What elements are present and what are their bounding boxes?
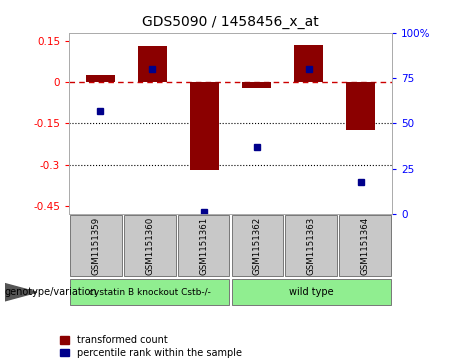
Bar <box>339 216 391 277</box>
Text: GSM1151359: GSM1151359 <box>92 217 100 275</box>
Polygon shape <box>5 284 37 301</box>
Text: GSM1151360: GSM1151360 <box>145 217 154 275</box>
Text: GSM1151362: GSM1151362 <box>253 217 262 275</box>
Bar <box>190 82 219 170</box>
Text: GSM1151364: GSM1151364 <box>361 217 369 275</box>
Text: GSM1151361: GSM1151361 <box>199 217 208 275</box>
Bar <box>285 216 337 277</box>
Legend: transformed count, percentile rank within the sample: transformed count, percentile rank withi… <box>60 335 242 358</box>
Bar <box>346 82 375 130</box>
Bar <box>138 46 167 82</box>
Text: GSM1151363: GSM1151363 <box>307 217 316 275</box>
Text: cystatin B knockout Cstb-/-: cystatin B knockout Cstb-/- <box>89 288 211 297</box>
Bar <box>86 75 115 82</box>
Bar <box>242 82 271 88</box>
Title: GDS5090 / 1458456_x_at: GDS5090 / 1458456_x_at <box>142 15 319 29</box>
Bar <box>70 216 122 277</box>
Text: wild type: wild type <box>289 287 333 297</box>
Bar <box>231 216 283 277</box>
Bar <box>178 216 230 277</box>
Text: genotype/variation: genotype/variation <box>5 287 97 297</box>
Bar <box>124 216 176 277</box>
Bar <box>294 45 323 82</box>
Bar <box>231 279 391 305</box>
Bar <box>70 279 230 305</box>
